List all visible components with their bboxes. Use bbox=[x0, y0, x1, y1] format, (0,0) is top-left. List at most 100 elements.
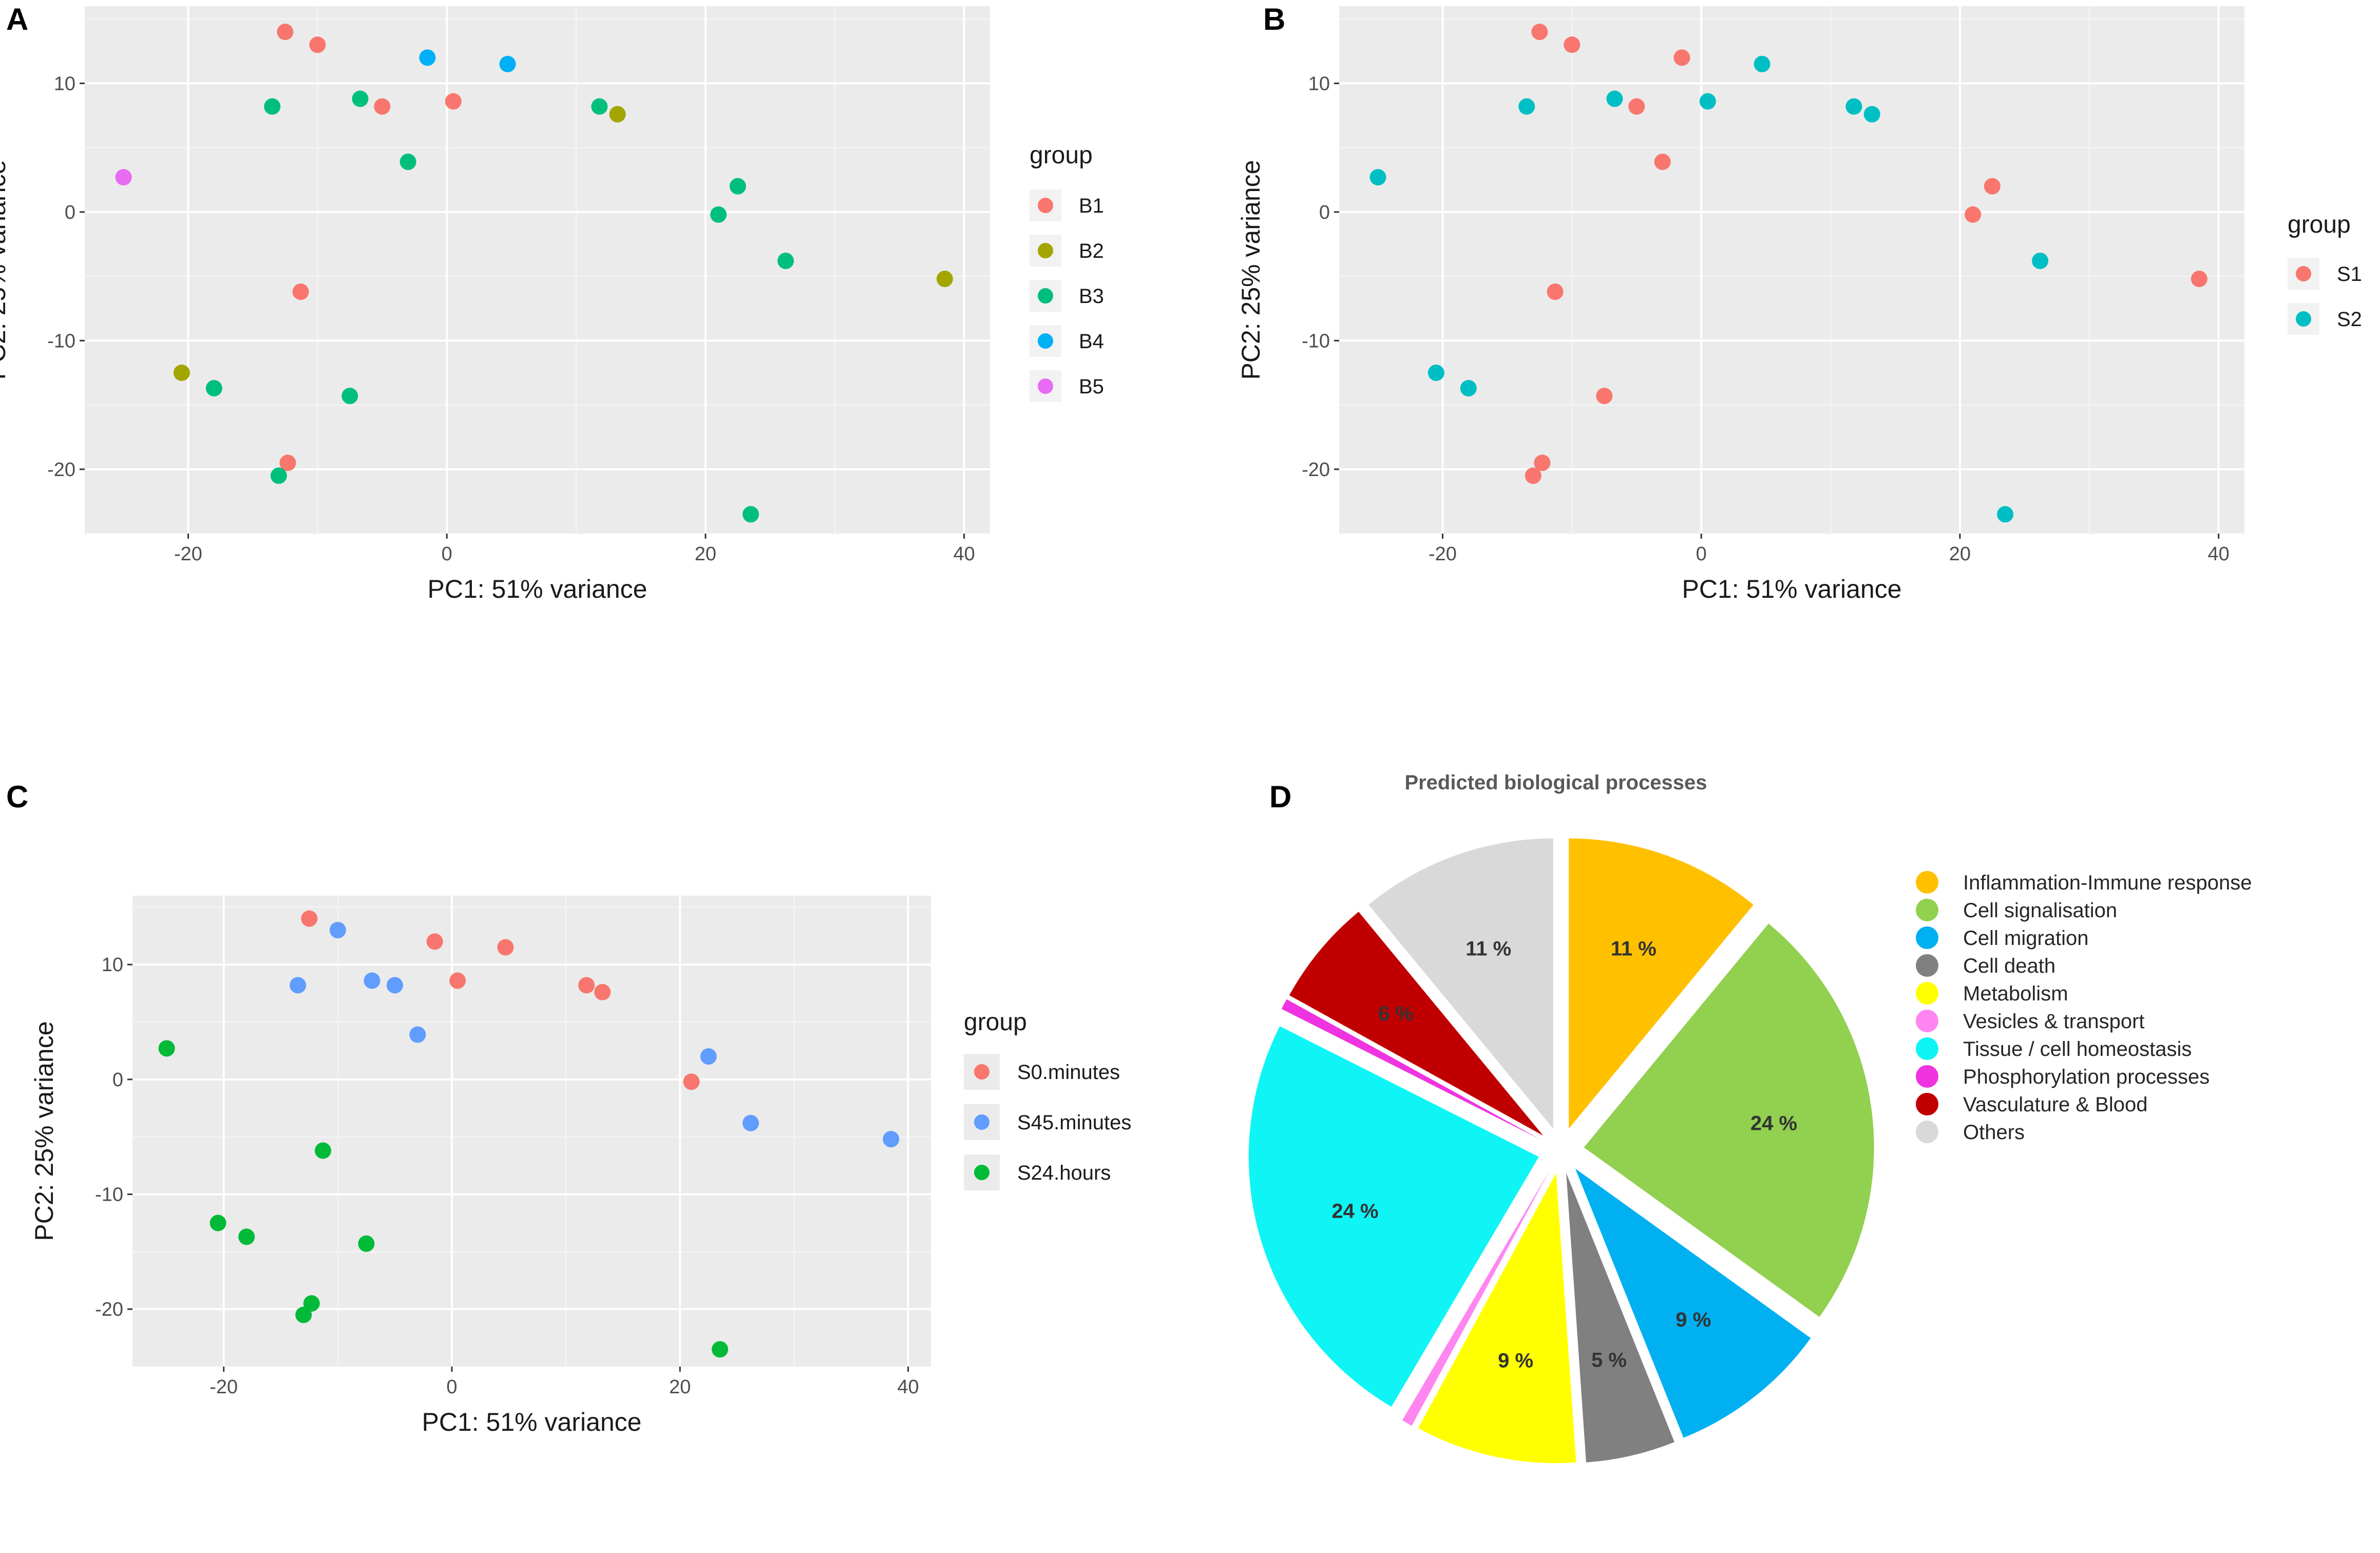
legend-key-point bbox=[1916, 1065, 1938, 1088]
y-tick-label: -10 bbox=[1302, 330, 1330, 352]
y-tick-label: -20 bbox=[1302, 459, 1330, 481]
pie-slice bbox=[1418, 1172, 1576, 1463]
legend-label: S2 bbox=[2337, 308, 2362, 331]
panel-letter: D bbox=[1269, 780, 1291, 814]
legend-label: Inflammation-Immune response bbox=[1963, 872, 2252, 894]
data-point bbox=[158, 1040, 175, 1057]
y-tick-label: 10 bbox=[102, 954, 123, 976]
legend-label: B2 bbox=[1079, 240, 1104, 262]
legend-key-point bbox=[1916, 1010, 1938, 1032]
y-tick-label: -20 bbox=[47, 459, 75, 481]
legend-key-point bbox=[1916, 926, 1938, 949]
data-point bbox=[594, 983, 611, 1000]
legend-key-point bbox=[1916, 1093, 1938, 1115]
legend-key-point bbox=[1916, 954, 1938, 977]
x-tick-label: 20 bbox=[669, 1376, 691, 1398]
legend-label: S24.hours bbox=[1017, 1162, 1111, 1184]
pie-slice bbox=[1289, 912, 1544, 1136]
legend-label: B5 bbox=[1079, 375, 1104, 398]
legend-key-point bbox=[1038, 288, 1053, 304]
legend-key-point bbox=[2296, 266, 2311, 281]
data-point bbox=[364, 972, 380, 989]
data-point bbox=[1525, 467, 1541, 484]
legend-key-point bbox=[1038, 198, 1053, 213]
pie-slice-label: 24 % bbox=[1750, 1112, 1797, 1134]
legend-key-point bbox=[1038, 243, 1053, 258]
plot-background bbox=[85, 6, 990, 534]
y-tick-label: -10 bbox=[47, 330, 75, 352]
data-point bbox=[1531, 24, 1548, 41]
data-point bbox=[292, 283, 309, 300]
legend-label: B3 bbox=[1079, 285, 1104, 308]
legend-label: Vesicles & transport bbox=[1963, 1010, 2145, 1033]
panel-letter: B bbox=[1263, 2, 1285, 36]
data-point bbox=[497, 939, 514, 956]
x-axis-title: PC1: 51% variance bbox=[427, 575, 647, 603]
pie-slice-label: 6 % bbox=[1378, 1002, 1414, 1025]
data-point bbox=[1984, 178, 2001, 195]
legend-label: Cell migration bbox=[1963, 927, 2089, 950]
data-point bbox=[1596, 387, 1613, 404]
data-point bbox=[578, 977, 595, 994]
data-point bbox=[712, 1341, 729, 1358]
legend-label: S45.minutes bbox=[1017, 1111, 1131, 1134]
pie-title: Predicted biological processes bbox=[1404, 771, 1707, 794]
panel-b: B -20 0 20 40 -20 -10 0 10 PC1: 51% variance PC2: … bbox=[1236, 2, 2362, 603]
data-point bbox=[115, 169, 132, 186]
data-point bbox=[277, 24, 294, 41]
data-point bbox=[426, 933, 443, 950]
data-point bbox=[1965, 206, 1982, 223]
data-point bbox=[264, 98, 281, 115]
data-point bbox=[1673, 49, 1690, 66]
legend-label: Cell death bbox=[1963, 955, 2055, 977]
legend-key-point bbox=[1916, 982, 1938, 1005]
y-tick-label: 0 bbox=[1319, 202, 1330, 223]
legend-title: group bbox=[964, 1009, 1027, 1036]
pie-slice bbox=[1368, 838, 1553, 1129]
data-point bbox=[309, 36, 326, 53]
data-point bbox=[409, 1026, 426, 1043]
y-tick-label: 0 bbox=[65, 202, 75, 223]
panel-letter: A bbox=[6, 2, 28, 36]
data-point bbox=[314, 1142, 331, 1159]
data-point bbox=[1460, 380, 1477, 396]
x-axis-title: PC1: 51% variance bbox=[422, 1408, 641, 1436]
legend-title: group bbox=[2288, 211, 2351, 238]
data-point bbox=[1534, 454, 1551, 471]
y-axis-title: PC2: 25% variance bbox=[30, 1021, 59, 1241]
y-tick-label: -20 bbox=[95, 1299, 123, 1320]
pie-slice bbox=[1281, 999, 1541, 1140]
x-tick-label: -20 bbox=[210, 1376, 238, 1398]
data-point bbox=[329, 922, 346, 939]
data-point bbox=[279, 454, 296, 471]
data-point bbox=[303, 1295, 320, 1312]
legend-key-point bbox=[1038, 378, 1053, 394]
x-tick-label: -20 bbox=[1429, 543, 1457, 565]
x-tick-label: 0 bbox=[1696, 543, 1707, 565]
data-point bbox=[742, 506, 759, 523]
legend-label: Vasculature & Blood bbox=[1963, 1093, 2147, 1116]
data-point bbox=[936, 271, 953, 288]
data-point bbox=[742, 1114, 759, 1131]
legend-key-point bbox=[1038, 333, 1053, 349]
data-point bbox=[2191, 271, 2207, 288]
data-point bbox=[1369, 169, 1386, 186]
legend-title: group bbox=[1030, 142, 1093, 169]
data-point bbox=[173, 364, 190, 381]
y-axis-title: PC2: 25% variance bbox=[0, 160, 11, 380]
x-tick-label: 40 bbox=[953, 543, 975, 565]
data-point bbox=[777, 252, 794, 269]
legend-key-point bbox=[2296, 311, 2311, 327]
legend-key-point bbox=[1916, 899, 1938, 921]
legend-key-point bbox=[1916, 1037, 1938, 1060]
data-point bbox=[386, 977, 403, 994]
pie-slice bbox=[1575, 1168, 1811, 1438]
y-tick-label: 0 bbox=[112, 1069, 123, 1091]
x-tick-label: 0 bbox=[446, 1376, 457, 1398]
x-axis-title: PC1: 51% variance bbox=[1682, 575, 1901, 603]
x-tick-label: 0 bbox=[442, 543, 452, 565]
data-point bbox=[290, 977, 307, 994]
data-point bbox=[374, 98, 391, 115]
legend-label: S1 bbox=[2337, 263, 2362, 286]
x-tick-label: 20 bbox=[1949, 543, 1971, 565]
